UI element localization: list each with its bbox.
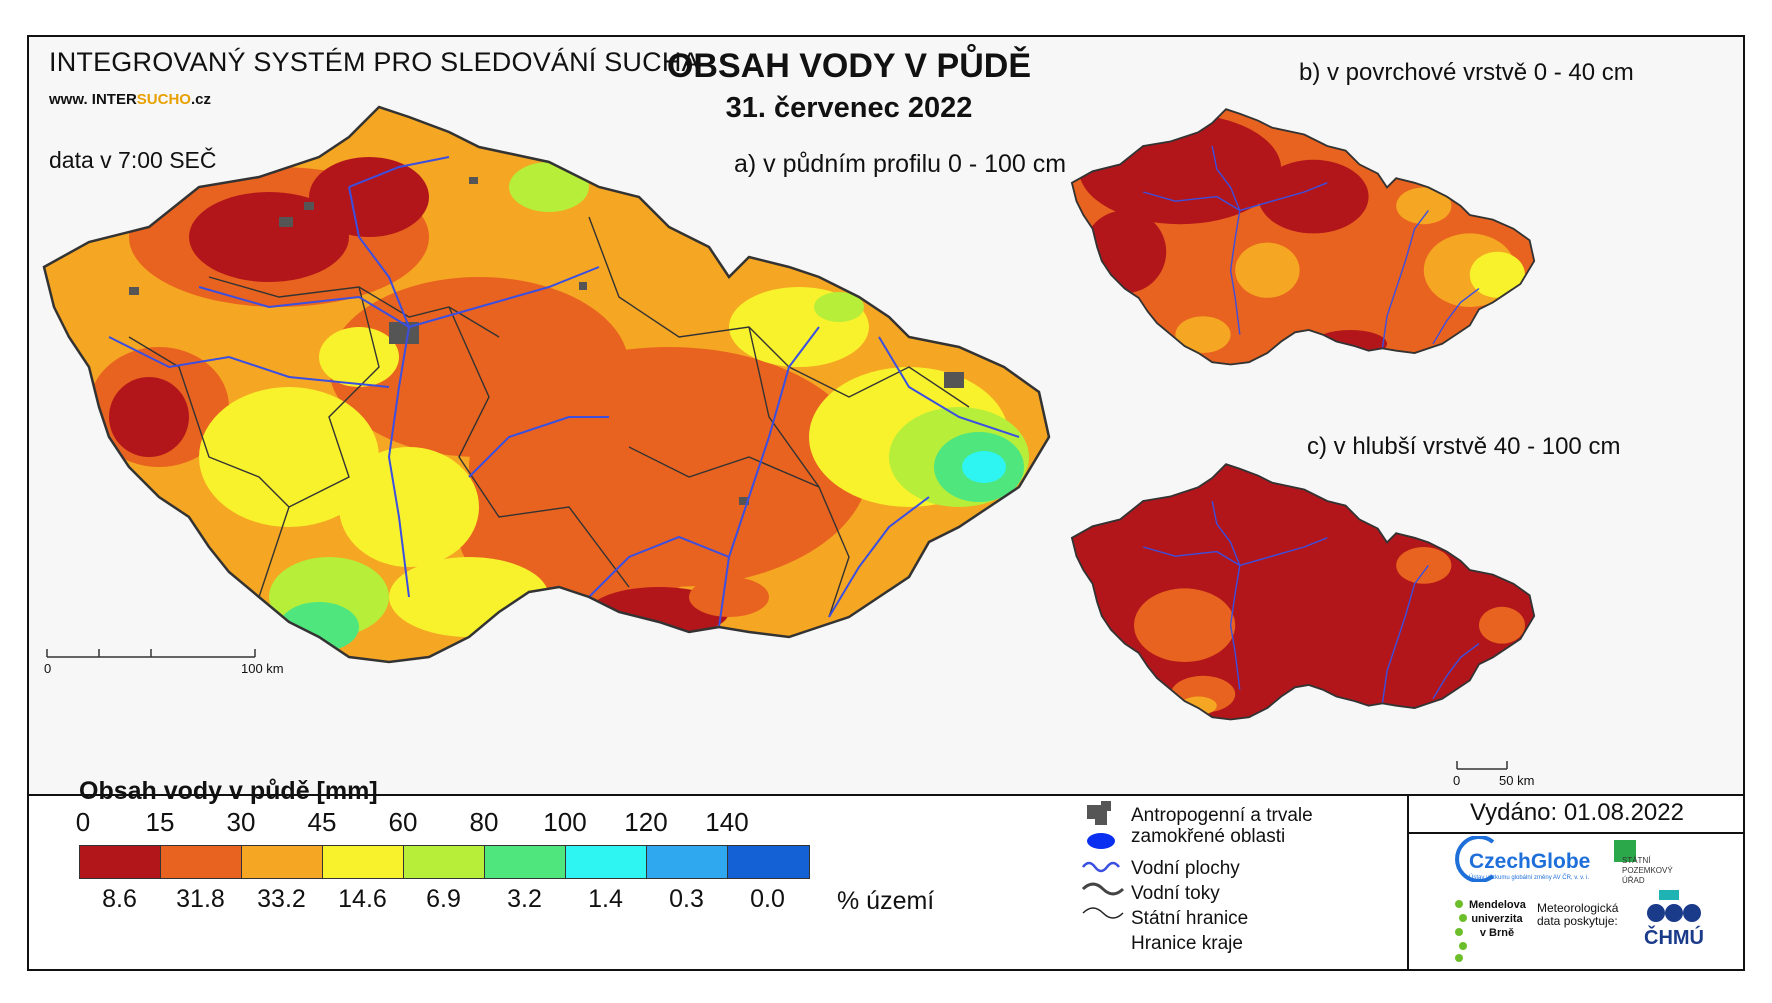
main-scale-start: 0 (44, 661, 52, 676)
website-url: www. INTERSUCHO.cz (49, 91, 211, 108)
legend-percentage: 1.4 (588, 885, 623, 913)
main-map (42, 105, 1051, 664)
legend-colorbar (79, 845, 810, 879)
legend-color-swatch (728, 846, 809, 878)
water-stream-icon (1082, 861, 1120, 873)
chmu-logo: ČHMÚ (1644, 927, 1704, 949)
anthropogenic-area-icon (1087, 801, 1111, 825)
legend-tick-label: 15 (145, 807, 175, 837)
panel-c-label: c) v hlubší vrstvě 40 - 100 cm (1307, 433, 1621, 460)
small-scale-end: 50 km (1499, 773, 1535, 788)
legend-color-swatch (80, 846, 161, 878)
legend-tick-label: 0 (75, 807, 91, 837)
legend-tick-label: 100 (543, 807, 587, 837)
water-body-icon (1087, 833, 1115, 849)
legend-percentage: 14.6 (338, 885, 387, 913)
legend-tick-label: 30 (226, 807, 256, 837)
maps-svg (42, 105, 1536, 770)
legend-color-swatch (404, 846, 485, 878)
legend-tick-label: 120 (624, 807, 668, 837)
system-title: INTEGROVANÝ SYSTÉM PRO SLEDOVÁNÍ SUCHA (49, 47, 700, 77)
symbol-region-border: Hranice kraje (1131, 933, 1243, 954)
small-scale-start: 0 (1453, 773, 1461, 788)
legend-percentage: 0.0 (750, 885, 785, 913)
map-date: 31. červenec 2022 (725, 92, 973, 124)
region-border-icon (1082, 907, 1124, 919)
legend-tick-label: 80 (469, 807, 499, 837)
legend-color-swatch (242, 846, 323, 878)
chmu-logo-icon (1647, 904, 1701, 922)
percent-unit: % území (837, 887, 935, 915)
czechglobe-subtitle: Ústav výzkumu globální změny AV ČR, v. v… (1469, 875, 1590, 881)
panel-b-label: b) v povrchové vrstvě 0 - 40 cm (1299, 59, 1634, 86)
legend-percentage: 33.2 (257, 885, 306, 913)
legend-color-swatch (161, 846, 242, 878)
legend-tick-label: 45 (307, 807, 337, 837)
state-border-icon (1081, 882, 1125, 896)
legend-percentage: 0.3 (669, 885, 704, 913)
issued-date: Vydáno: 01.08.2022 (1409, 794, 1745, 834)
spu-logo: STÁTNÍ POZEMKOVÝ ÚŘAD (1622, 856, 1673, 885)
legend-title: Obsah vody v půdě [mm] (79, 777, 378, 805)
mendelu-logo: Mendelova univerzita v Brně (1469, 899, 1526, 939)
legend-percentage: 31.8 (176, 885, 225, 913)
legend-tick-label: 60 (388, 807, 418, 837)
legend-color-swatch (485, 846, 566, 878)
legend-color-swatch (566, 846, 647, 878)
panel-a-label: a) v půdním profilu 0 - 100 cm (734, 150, 1067, 178)
map-area: INTEGROVANÝ SYSTÉM PRO SLEDOVÁNÍ SUCHA w… (29, 37, 1743, 796)
map-sheet: INTEGROVANÝ SYSTÉM PRO SLEDOVÁNÍ SUCHA w… (27, 35, 1745, 971)
legend-color-swatch (323, 846, 404, 878)
symbol-state-border: Státní hranice (1131, 908, 1249, 929)
main-scale-end: 100 km (241, 661, 284, 676)
legend-color-swatch (647, 846, 728, 878)
legend-percentage: 3.2 (507, 885, 542, 913)
mendelu-logo-icon (1455, 900, 1467, 962)
symbol-water-streams: Vodní toky (1131, 883, 1220, 904)
main-title: OBSAH VODY V PŮDĚ (666, 47, 1031, 85)
symbol-water-bodies: Vodní plochy (1131, 858, 1240, 879)
issued-box: Vydáno: 01.08.2022 CzechGlobe Ústav výzk… (1407, 794, 1745, 971)
met-data-label: Meteorologická data poskytuje: (1537, 901, 1619, 928)
symbol-anthropogenic: Antropogenní a trvale zamokřené oblasti (1131, 805, 1313, 847)
legend-percentage: 6.9 (426, 885, 461, 913)
data-time: data v 7:00 SEČ (49, 147, 217, 173)
czechglobe-logo: CzechGlobe (1469, 850, 1591, 873)
symbol-icons (1081, 801, 1125, 919)
legend-percentage: 8.6 (102, 885, 137, 913)
spu-logo-icon (1614, 840, 1636, 862)
czechglobe-logo-icon (1455, 836, 1495, 882)
surface-layer-map (1070, 108, 1536, 366)
deep-layer-map (1070, 463, 1536, 721)
legend-tick-label: 140 (705, 807, 749, 837)
